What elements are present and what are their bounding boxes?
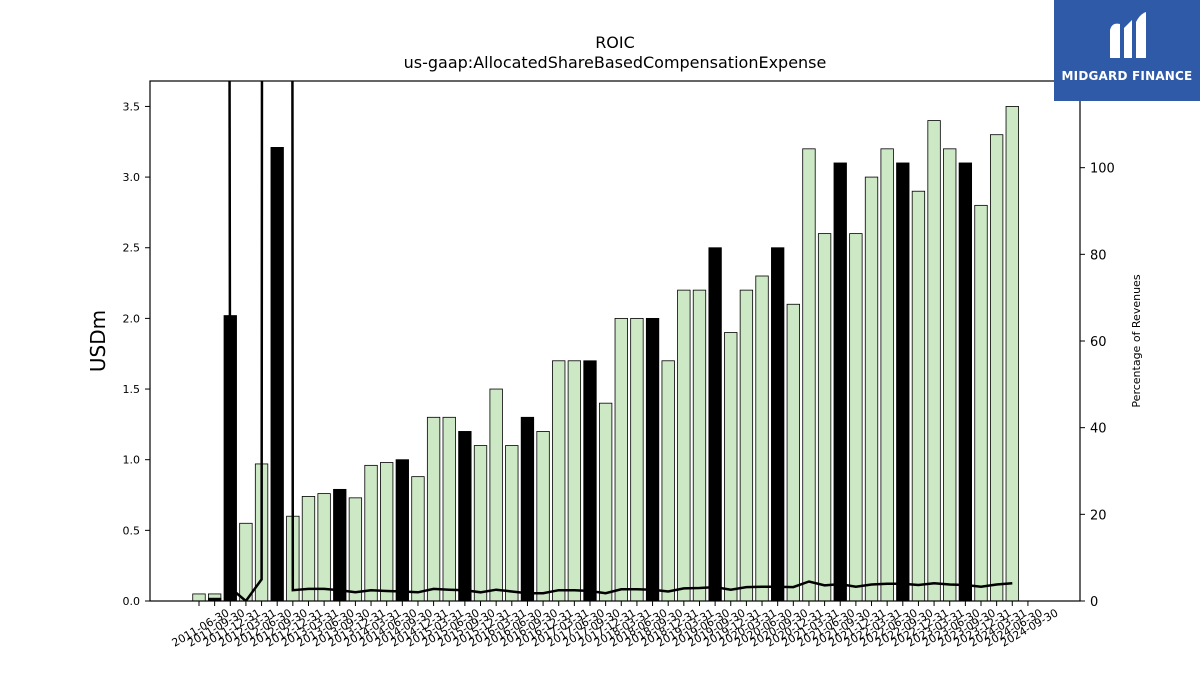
bar-quarter xyxy=(240,523,253,601)
y-tick-label: 0.5 xyxy=(123,524,141,537)
chart-title: ROIC xyxy=(595,33,635,52)
y2-tick-label: 40 xyxy=(1090,422,1107,437)
bar-quarter xyxy=(756,276,769,601)
bar-quarter xyxy=(1006,106,1019,601)
y-tick-label: 0.0 xyxy=(123,595,141,608)
bar-quarter xyxy=(881,149,894,601)
bar-quarter xyxy=(787,304,800,601)
logo-mark-icon xyxy=(1054,0,1200,70)
bar-quarter xyxy=(740,290,753,601)
chart-subtitle: us-gaap:AllocatedShareBasedCompensationE… xyxy=(404,53,827,72)
bar-quarter xyxy=(850,234,863,601)
y-tick-label: 2.0 xyxy=(123,312,141,325)
bar-fiscal-year xyxy=(897,163,910,601)
midgard-finance-logo: MIDGARD FINANCE xyxy=(1054,0,1200,101)
bar-fiscal-year xyxy=(709,248,722,601)
y-tick-label: 3.0 xyxy=(123,171,141,184)
bar-quarter xyxy=(615,318,628,601)
bar-quarter xyxy=(318,494,331,601)
y2-tick-label: 80 xyxy=(1090,248,1107,263)
bar-quarter xyxy=(443,417,456,601)
bar-quarter xyxy=(975,205,988,601)
bar-quarter xyxy=(990,135,1003,601)
bar-fiscal-year xyxy=(521,417,534,601)
bar-quarter xyxy=(928,121,941,601)
bar-quarter xyxy=(599,403,612,601)
y2-tick-label: 0 xyxy=(1090,595,1098,610)
bar-quarter xyxy=(193,594,206,601)
bar-fiscal-year xyxy=(646,318,659,601)
bar-quarter xyxy=(662,361,675,601)
bar-quarter xyxy=(490,389,503,601)
y2-tick-label: 60 xyxy=(1090,335,1107,350)
bar-quarter xyxy=(349,498,362,601)
bar-quarter xyxy=(380,463,393,601)
bar-fiscal-year xyxy=(459,431,472,601)
bar-quarter xyxy=(803,149,816,601)
y-tick-label: 3.5 xyxy=(123,100,141,113)
bar-fiscal-year xyxy=(396,460,409,601)
bar-fiscal-year xyxy=(959,163,972,601)
y2-axis-label: Percentage of Revenues xyxy=(1130,274,1143,407)
chart: ROIC us-gaap:AllocatedShareBasedCompensa… xyxy=(0,0,1200,675)
bar-quarter xyxy=(631,318,644,601)
y-axis-label: USDm xyxy=(86,310,110,372)
bar-quarter xyxy=(474,446,487,601)
y2-tick-label: 100 xyxy=(1090,162,1115,177)
bar-fiscal-year xyxy=(771,248,784,601)
bar-quarter xyxy=(412,477,425,601)
logo-text: MIDGARD FINANCE xyxy=(1054,69,1200,83)
bar-quarter xyxy=(912,191,925,601)
bar-quarter xyxy=(427,417,440,601)
bar-fiscal-year xyxy=(584,361,597,601)
bar-quarter xyxy=(693,290,706,601)
bar-quarter xyxy=(943,149,956,601)
y-tick-label: 2.5 xyxy=(123,242,141,255)
bar-quarter xyxy=(506,446,519,601)
bar-quarter xyxy=(552,361,565,601)
bar-quarter xyxy=(865,177,878,601)
bar-quarter xyxy=(365,465,378,601)
bar-quarter xyxy=(725,333,738,601)
y-tick-label: 1.0 xyxy=(123,454,141,467)
bar-fiscal-year xyxy=(334,489,347,601)
bar-quarter xyxy=(678,290,691,601)
bar-quarter xyxy=(568,361,581,601)
bar-quarter xyxy=(537,431,550,601)
y-tick-label: 1.5 xyxy=(123,383,141,396)
bar-fiscal-year xyxy=(271,147,284,601)
bar-quarter xyxy=(818,234,831,601)
bar-fiscal-year xyxy=(834,163,847,601)
plot-area: 0.00.51.01.52.02.53.03.50204060801002011… xyxy=(123,0,1115,650)
bar-quarter xyxy=(302,496,315,601)
y2-tick-label: 20 xyxy=(1090,508,1107,523)
